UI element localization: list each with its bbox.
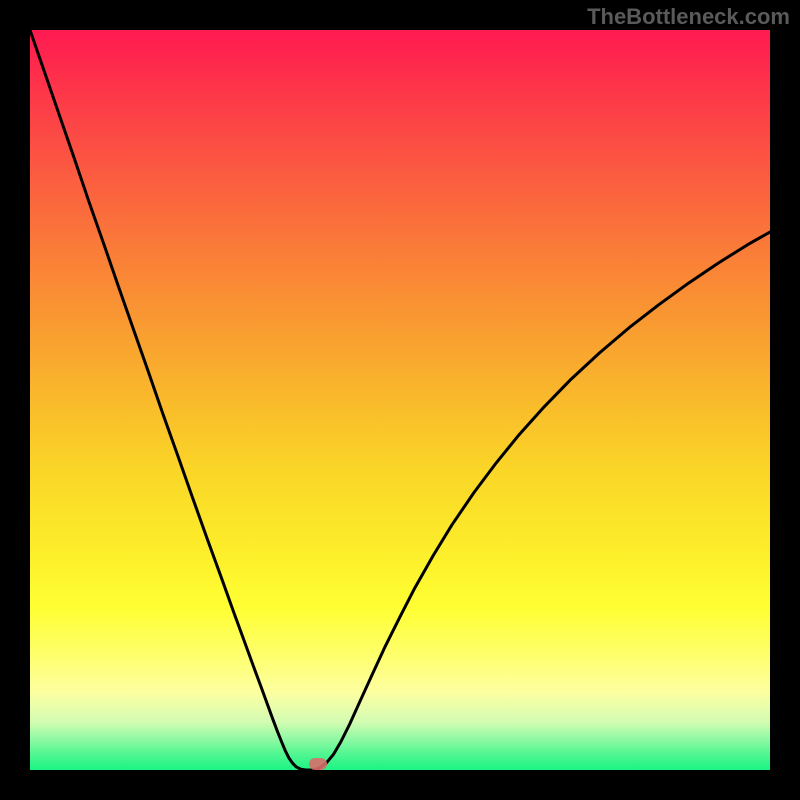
attribution-text: TheBottleneck.com <box>587 4 790 30</box>
curve-path <box>30 30 770 770</box>
bottleneck-curve <box>30 30 770 770</box>
optimum-marker <box>309 758 327 770</box>
plot-area <box>30 30 770 770</box>
chart-container: TheBottleneck.com <box>0 0 800 800</box>
